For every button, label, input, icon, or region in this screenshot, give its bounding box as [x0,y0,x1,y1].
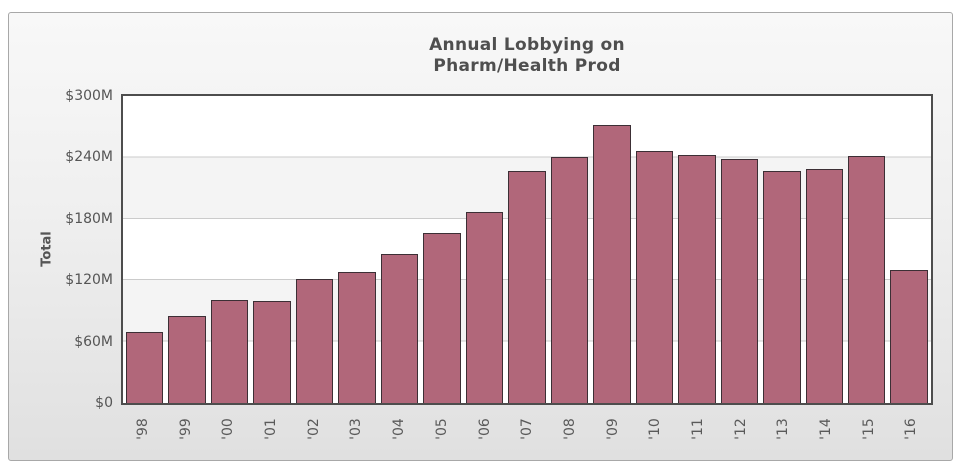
x-tick-label-text: '12 [732,418,749,440]
x-tick-label-text: '14 [817,418,834,440]
chart-title-line2: Pharm/Health Prod [433,56,621,76]
chart-title-line1: Annual Lobbying on [429,35,625,55]
bar-10 [635,151,674,403]
x-tick-label: '11 [679,409,717,457]
bar-01 [253,300,291,403]
bar-06 [465,211,504,403]
bar-98 [126,332,164,403]
x-tick-label: '06 [466,409,504,457]
y-tick-label: $120M [65,272,113,289]
bar-00 [210,299,249,403]
bar-03 [338,272,376,403]
x-tick-label-text: '07 [519,418,536,440]
x-tick-label-text: '06 [476,418,493,440]
bar-11 [678,155,716,403]
bar-16 [890,269,928,403]
y-tick-label: $0 [95,395,113,411]
x-tick-label-text: '13 [775,418,792,440]
y-tick-label: $180M [65,210,113,227]
plot-area [121,94,933,405]
x-tick-label: '99 [167,409,205,457]
x-tick-label-text: '16 [903,418,920,440]
y-tick-label: $60M [74,333,113,350]
x-tick-label: '04 [380,409,418,457]
x-tick-label: '07 [508,409,546,457]
x-tick-label: '13 [764,409,802,457]
x-tick-label: '98 [124,409,162,457]
x-tick-label-text: '08 [561,418,578,440]
x-tick-label-text: '05 [433,418,450,440]
x-tick-label: '08 [551,409,589,457]
x-tick-label: '01 [252,409,290,457]
x-tick-label: '05 [423,409,461,457]
bar-07 [508,170,546,403]
bars [123,96,931,403]
y-tick-label: $240M [65,149,113,166]
y-tick-label: $300M [65,88,113,104]
bar-99 [168,316,206,403]
x-axis-labels: '98 '99 '00 '01 '02 '03 '04 '05 '06 '07 '08 '09 '10 '… [121,409,933,457]
bar-13 [763,170,801,403]
y-axis-tick-labels: $300M $240M $180M $120M $60M $0 [9,88,113,411]
bar-02 [295,279,334,403]
x-tick-label: '16 [892,409,930,457]
chart-title: Annual Lobbying on Pharm/Health Prod [121,35,933,77]
bar-04 [380,253,419,403]
bar-05 [423,233,461,403]
x-tick-label: '10 [636,409,674,457]
bar-14 [805,168,843,403]
x-tick-label-text: '00 [220,418,237,440]
x-tick-label-text: '02 [305,418,322,440]
x-tick-label-text: '15 [860,418,877,440]
x-tick-label-text: '11 [689,418,706,440]
x-tick-label: '15 [850,409,888,457]
bar-09 [593,124,631,403]
x-tick-label-text: '04 [390,418,407,440]
x-tick-label-text: '98 [134,418,151,440]
bar-15 [847,156,886,403]
x-tick-label-text: '03 [348,418,365,440]
x-tick-label: '14 [807,409,845,457]
x-tick-label: '12 [722,409,760,457]
x-tick-label-text: '09 [604,418,621,440]
x-tick-label: '03 [337,409,375,457]
bar-12 [720,159,759,403]
x-tick-label-text: '10 [647,418,664,440]
x-tick-label: '02 [295,409,333,457]
bar-08 [550,157,589,403]
x-tick-label: '09 [594,409,632,457]
x-tick-label-text: '99 [177,418,194,440]
x-tick-label: '00 [209,409,247,457]
x-tick-label-text: '01 [262,418,279,440]
chart-panel: Annual Lobbying on Pharm/Health Prod Tot… [8,12,953,461]
